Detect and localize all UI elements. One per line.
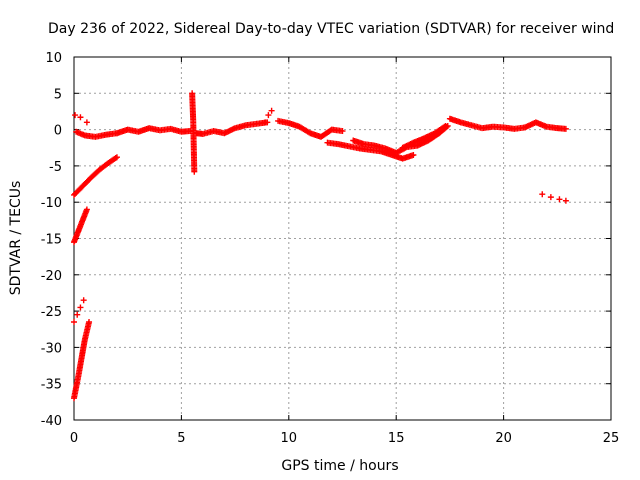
data-point	[562, 197, 569, 204]
grid-lines	[74, 57, 611, 420]
y-tick-label: -5	[49, 160, 62, 175]
data-point	[72, 112, 79, 119]
data-point	[268, 107, 275, 114]
data-point	[80, 297, 87, 304]
x-tick-label: 0	[70, 431, 78, 446]
x-tick-label: 15	[388, 431, 405, 446]
data-segment	[71, 206, 90, 246]
data-point	[547, 194, 554, 201]
data-point	[77, 304, 84, 311]
x-tick-label: 5	[177, 431, 185, 446]
y-tick-label: -15	[41, 233, 62, 248]
data-point	[74, 311, 81, 318]
x-tick-label: 25	[603, 431, 620, 446]
data-point	[441, 123, 448, 130]
data-point	[77, 114, 84, 121]
data-point	[112, 155, 119, 162]
data-segment	[72, 112, 90, 126]
data-point	[539, 191, 546, 198]
data-segment	[73, 128, 120, 140]
data-point	[262, 119, 269, 126]
y-tick-label: -20	[41, 269, 62, 284]
data-point	[556, 196, 563, 203]
data-segment	[189, 90, 198, 175]
data-point	[191, 168, 198, 175]
data-point	[410, 152, 417, 159]
y-tick-label: -30	[41, 341, 62, 356]
data-point	[339, 128, 346, 135]
data-segment	[113, 125, 193, 137]
data-point	[562, 125, 569, 132]
data-point	[265, 112, 272, 119]
y-tick-label: -35	[41, 378, 62, 393]
y-tick-label: 5	[54, 87, 62, 102]
y-tick-label: -40	[41, 414, 62, 429]
data-point	[113, 154, 120, 161]
data-segment	[71, 318, 93, 402]
x-axis-label: GPS time / hours	[281, 458, 398, 474]
data-segment	[539, 191, 569, 204]
data-segment	[522, 119, 569, 132]
data-points	[71, 90, 569, 402]
y-tick-label: -10	[41, 196, 62, 211]
data-point	[71, 318, 77, 325]
data-segment	[71, 297, 87, 325]
data-point	[83, 119, 90, 126]
data-point	[83, 206, 90, 213]
chart-title: Day 236 of 2022, Sidereal Day-to-day VTE…	[48, 21, 614, 37]
data-segment	[262, 107, 275, 126]
data-segment	[446, 115, 529, 132]
y-axis-label: SDTVAR / TECUs	[8, 181, 24, 296]
x-tick-label: 10	[281, 431, 298, 446]
data-point	[86, 318, 93, 325]
data-point	[442, 122, 449, 129]
axis-ticks: 0 5 10 15 20 25 10 5 0 -5 -10 -15 -20 -25 -30 -35 -40	[41, 51, 620, 446]
data-segment	[71, 154, 120, 198]
y-tick-label: 10	[45, 51, 62, 66]
y-tick-label: 0	[54, 124, 62, 139]
data-segment	[193, 119, 271, 137]
y-tick-label: -25	[41, 305, 62, 320]
x-tick-label: 20	[495, 431, 512, 446]
data-segment	[399, 122, 449, 151]
data-segment	[275, 117, 346, 140]
